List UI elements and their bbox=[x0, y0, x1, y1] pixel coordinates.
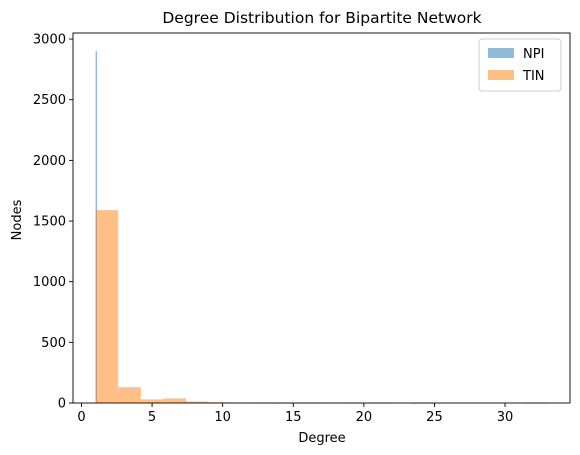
x-tick-label: 20 bbox=[356, 410, 373, 425]
y-tick-label: 0 bbox=[58, 397, 66, 412]
y-tick-label: 3000 bbox=[33, 33, 66, 48]
x-axis-title: Degree bbox=[298, 431, 345, 446]
bar-tin-1 bbox=[118, 387, 141, 403]
legend: NPI TIN bbox=[479, 39, 561, 91]
chart-title: Degree Distribution for Bipartite Networ… bbox=[162, 9, 481, 27]
y-tick-label: 500 bbox=[41, 336, 66, 351]
bars-layer bbox=[96, 51, 548, 403]
x-tick-label: 10 bbox=[214, 410, 231, 425]
x-tick-label: 25 bbox=[426, 410, 443, 425]
bar-tin-0 bbox=[96, 210, 119, 403]
x-tick-label: 5 bbox=[148, 410, 156, 425]
y-tick-label: 1000 bbox=[33, 275, 66, 290]
y-axis-title: Nodes bbox=[10, 199, 25, 240]
bar-tin-2 bbox=[141, 399, 164, 403]
y-tick-label: 2500 bbox=[33, 93, 66, 108]
legend-swatch-tin bbox=[488, 70, 514, 80]
y-tick-label: 2000 bbox=[33, 154, 66, 169]
x-tick-label: 30 bbox=[497, 410, 514, 425]
x-tick-label: 15 bbox=[285, 410, 302, 425]
x-tick-label: 0 bbox=[77, 410, 85, 425]
bar-tin-3 bbox=[163, 398, 186, 403]
legend-label-npi: NPI bbox=[523, 47, 544, 62]
y-tick-label: 1500 bbox=[33, 215, 66, 230]
legend-box bbox=[479, 39, 561, 91]
legend-label-tin: TIN bbox=[522, 69, 545, 84]
legend-swatch-npi bbox=[488, 48, 514, 58]
